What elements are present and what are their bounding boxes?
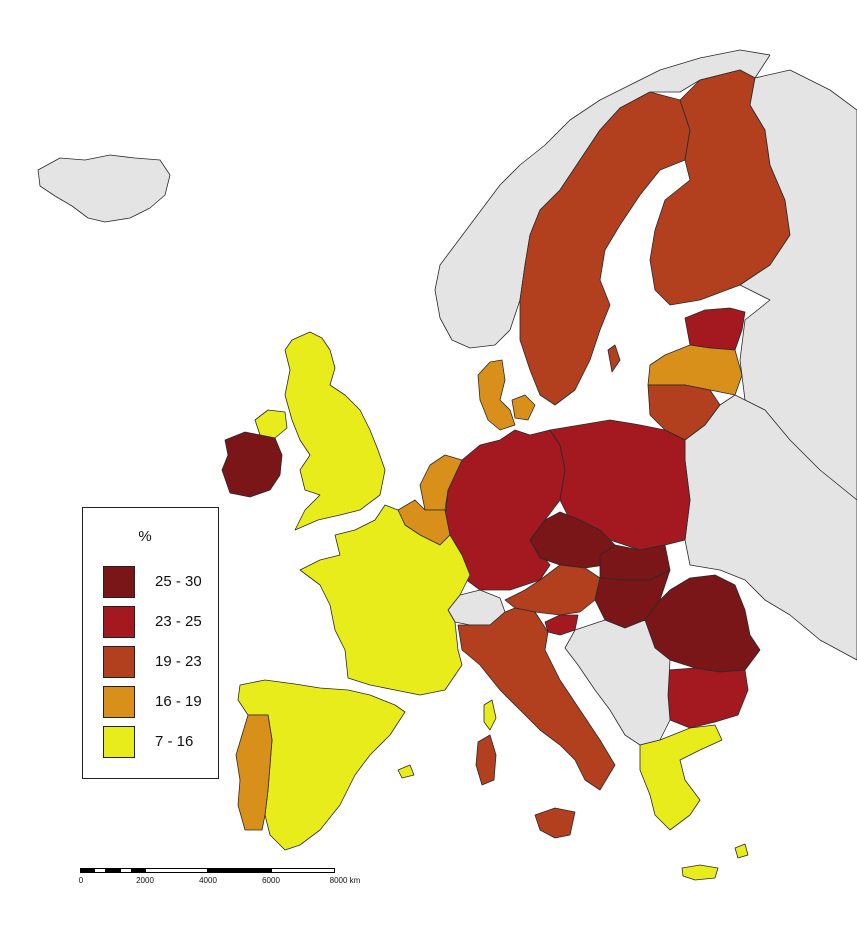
region-sicily — [534, 807, 576, 839]
region-denmark — [477, 359, 516, 431]
legend-item: 16 - 19 — [103, 686, 218, 719]
region-united-kingdom — [284, 331, 386, 531]
scale-label: 4000 — [199, 876, 217, 885]
scale-segment — [94, 868, 106, 873]
legend-label: 23 - 25 — [155, 613, 202, 630]
scale-segment — [132, 868, 145, 873]
region-balkans — [564, 619, 671, 746]
scale-label: 0 — [78, 876, 84, 885]
region-estonia — [684, 307, 746, 351]
region-denmark-islands — [511, 394, 536, 421]
legend-label: 19 - 23 — [155, 653, 202, 670]
region-sweden — [519, 91, 691, 406]
region-corsica — [483, 699, 497, 731]
region-iceland — [37, 154, 171, 223]
scale-segment — [145, 868, 208, 873]
region-gotland — [607, 344, 621, 373]
region-crete — [681, 864, 719, 881]
legend-item: 23 - 25 — [103, 606, 218, 639]
legend-item: 7 - 16 — [103, 726, 218, 759]
legend-label: 7 - 16 — [155, 733, 194, 750]
scale-segment — [106, 868, 120, 873]
scale-segment — [208, 868, 271, 873]
region-italy — [457, 607, 616, 791]
legend-item: 25 - 30 — [103, 566, 218, 599]
scale-label: 2000 — [136, 876, 154, 885]
scale-segment — [271, 868, 335, 873]
region-russia-east — [739, 69, 857, 521]
legend-swatch — [103, 686, 135, 718]
scale-bar: 0 2000 4000 6000 8000 km — [78, 868, 360, 890]
region-portugal — [235, 714, 273, 831]
region-baleares — [397, 764, 415, 779]
legend-label: 16 - 19 — [155, 693, 202, 710]
legend-swatch — [103, 566, 135, 598]
region-romania — [644, 574, 761, 673]
legend-swatch — [103, 726, 135, 758]
scale-segment — [120, 868, 132, 873]
region-france — [299, 504, 471, 696]
scale-label: 8000 km — [329, 876, 361, 885]
region-greece — [639, 724, 723, 831]
scale-segment — [80, 868, 94, 873]
region-ireland — [221, 431, 283, 498]
legend: % 25 - 30 23 - 25 19 - 23 16 - 19 7 - 16 — [82, 507, 219, 779]
region-sardinia — [475, 734, 497, 786]
region-slovakia — [599, 544, 671, 581]
region-poland — [549, 419, 691, 551]
legend-label: 25 - 30 — [155, 573, 202, 590]
legend-title: % — [138, 528, 152, 545]
scale-label: 6000 — [262, 876, 280, 885]
region-cyprus — [734, 843, 749, 859]
legend-swatch — [103, 646, 135, 678]
legend-swatch — [103, 606, 135, 638]
legend-item: 19 - 23 — [103, 646, 218, 679]
